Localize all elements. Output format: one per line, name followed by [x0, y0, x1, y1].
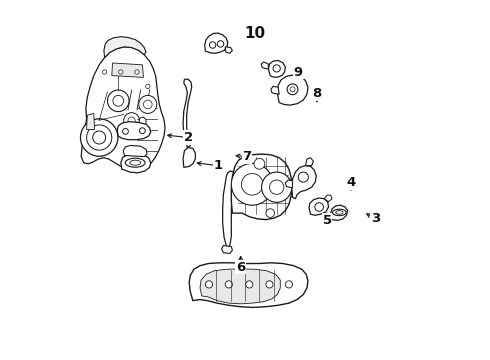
Polygon shape — [123, 145, 147, 157]
Polygon shape — [221, 246, 232, 253]
Polygon shape — [112, 63, 144, 77]
Polygon shape — [225, 47, 232, 53]
Polygon shape — [121, 153, 151, 173]
Circle shape — [287, 84, 298, 95]
Circle shape — [119, 70, 123, 74]
Circle shape — [209, 42, 216, 48]
Circle shape — [270, 180, 284, 194]
Text: 10: 10 — [245, 26, 266, 41]
Circle shape — [262, 172, 292, 202]
Ellipse shape — [130, 160, 141, 165]
Circle shape — [113, 95, 123, 106]
Circle shape — [231, 163, 273, 205]
Polygon shape — [271, 86, 279, 94]
Text: 6: 6 — [236, 261, 245, 274]
Polygon shape — [309, 198, 328, 215]
Polygon shape — [117, 122, 151, 140]
Circle shape — [122, 129, 128, 134]
Circle shape — [146, 84, 150, 89]
Polygon shape — [277, 75, 308, 105]
Circle shape — [298, 172, 308, 182]
Polygon shape — [81, 47, 165, 169]
Circle shape — [225, 281, 232, 288]
Circle shape — [254, 158, 265, 169]
Text: 3: 3 — [371, 212, 380, 225]
Text: 8: 8 — [313, 87, 321, 100]
Ellipse shape — [336, 211, 343, 214]
Circle shape — [93, 131, 106, 144]
Circle shape — [139, 95, 157, 113]
Polygon shape — [261, 62, 269, 69]
Circle shape — [273, 65, 280, 72]
Circle shape — [123, 113, 140, 129]
Circle shape — [128, 117, 135, 124]
Text: 2: 2 — [184, 131, 193, 144]
Polygon shape — [200, 269, 280, 304]
Circle shape — [290, 87, 295, 92]
Circle shape — [266, 209, 274, 217]
Circle shape — [205, 281, 213, 288]
Circle shape — [80, 119, 118, 156]
Circle shape — [102, 70, 107, 74]
Polygon shape — [305, 158, 314, 166]
Text: 4: 4 — [346, 176, 356, 189]
Ellipse shape — [125, 158, 145, 167]
Circle shape — [140, 128, 145, 134]
Polygon shape — [189, 263, 308, 307]
Circle shape — [135, 70, 139, 74]
Polygon shape — [231, 154, 292, 220]
Circle shape — [285, 281, 293, 288]
Text: 1: 1 — [214, 159, 222, 172]
Text: 9: 9 — [294, 66, 303, 78]
Polygon shape — [183, 148, 196, 167]
Text: 7: 7 — [242, 150, 251, 163]
Text: 5: 5 — [322, 214, 332, 227]
Polygon shape — [139, 117, 146, 124]
Polygon shape — [87, 113, 95, 130]
Ellipse shape — [333, 209, 346, 216]
Circle shape — [107, 90, 129, 112]
Polygon shape — [331, 205, 347, 220]
Circle shape — [217, 41, 224, 47]
Circle shape — [144, 100, 152, 109]
Circle shape — [242, 174, 263, 195]
Circle shape — [245, 281, 253, 288]
Polygon shape — [292, 166, 316, 199]
Circle shape — [266, 281, 273, 288]
Circle shape — [87, 125, 112, 150]
Polygon shape — [222, 171, 235, 248]
Circle shape — [315, 203, 323, 211]
Polygon shape — [205, 33, 228, 53]
Polygon shape — [324, 195, 332, 202]
Polygon shape — [285, 180, 293, 188]
Polygon shape — [269, 60, 285, 77]
Polygon shape — [104, 37, 146, 58]
Polygon shape — [183, 79, 192, 148]
